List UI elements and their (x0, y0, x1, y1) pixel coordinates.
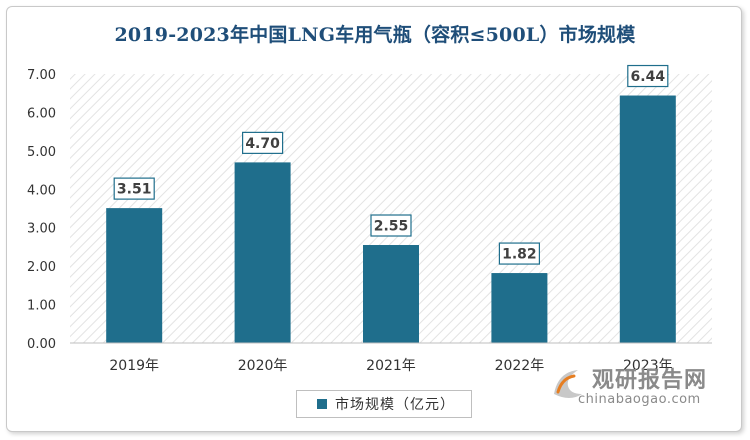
legend: 市场规模（亿元） (296, 390, 472, 418)
value-label: 6.44 (631, 69, 666, 85)
chart-title: 2019-2023年中国LNG车用气瓶（容积≤500L）市场规模 (114, 24, 636, 46)
value-label: 4.70 (245, 136, 280, 152)
watermark-cn: 观研报告网 (592, 368, 708, 393)
y-tick-label: 4.00 (27, 183, 56, 198)
bars: 3.51 4.70 2.55 1.82 6.44 (106, 64, 676, 344)
x-tick-label: 2022年 (495, 358, 545, 374)
y-tick-label: 2.00 (27, 260, 56, 275)
x-tick-label: 2020年 (238, 358, 288, 374)
value-label-box (498, 242, 540, 265)
value-label: 3.51 (117, 182, 152, 198)
y-tick-label: 7.00 (27, 68, 56, 83)
y-axis: 0.00 1.00 2.00 3.00 4.00 5.00 6.00 7.00 (27, 68, 56, 352)
y-tick-label: 3.00 (27, 222, 56, 237)
bar (106, 208, 163, 343)
value-label-box (370, 214, 412, 237)
y-tick-label: 0.00 (27, 337, 56, 352)
value-label-box (627, 64, 669, 88)
bar (363, 245, 419, 343)
y-tick-label: 1.00 (27, 299, 56, 314)
bar (619, 95, 676, 344)
value-label: 2.55 (374, 219, 409, 235)
watermark-en: chinabaogao.com (578, 392, 701, 407)
x-axis: 2019年 2020年 2021年 2022年 2023年 (70, 342, 712, 374)
value-label-box (242, 131, 284, 154)
bar (491, 273, 548, 343)
legend-label: 市场规模（亿元） (335, 397, 455, 413)
watermark-logo-icon (554, 370, 582, 398)
x-tick-label: 2019年 (109, 358, 159, 374)
bar (234, 162, 291, 343)
watermark: 观研报告网 chinabaogao.com (548, 362, 728, 412)
x-tick-label: 2023年 (623, 358, 673, 374)
value-label-box (113, 177, 155, 200)
x-tick-label: 2021年 (366, 358, 416, 374)
legend-swatch (317, 399, 327, 409)
y-tick-label: 6.00 (27, 106, 56, 121)
value-label: 1.82 (502, 247, 537, 263)
y-tick-label: 5.00 (27, 145, 56, 160)
